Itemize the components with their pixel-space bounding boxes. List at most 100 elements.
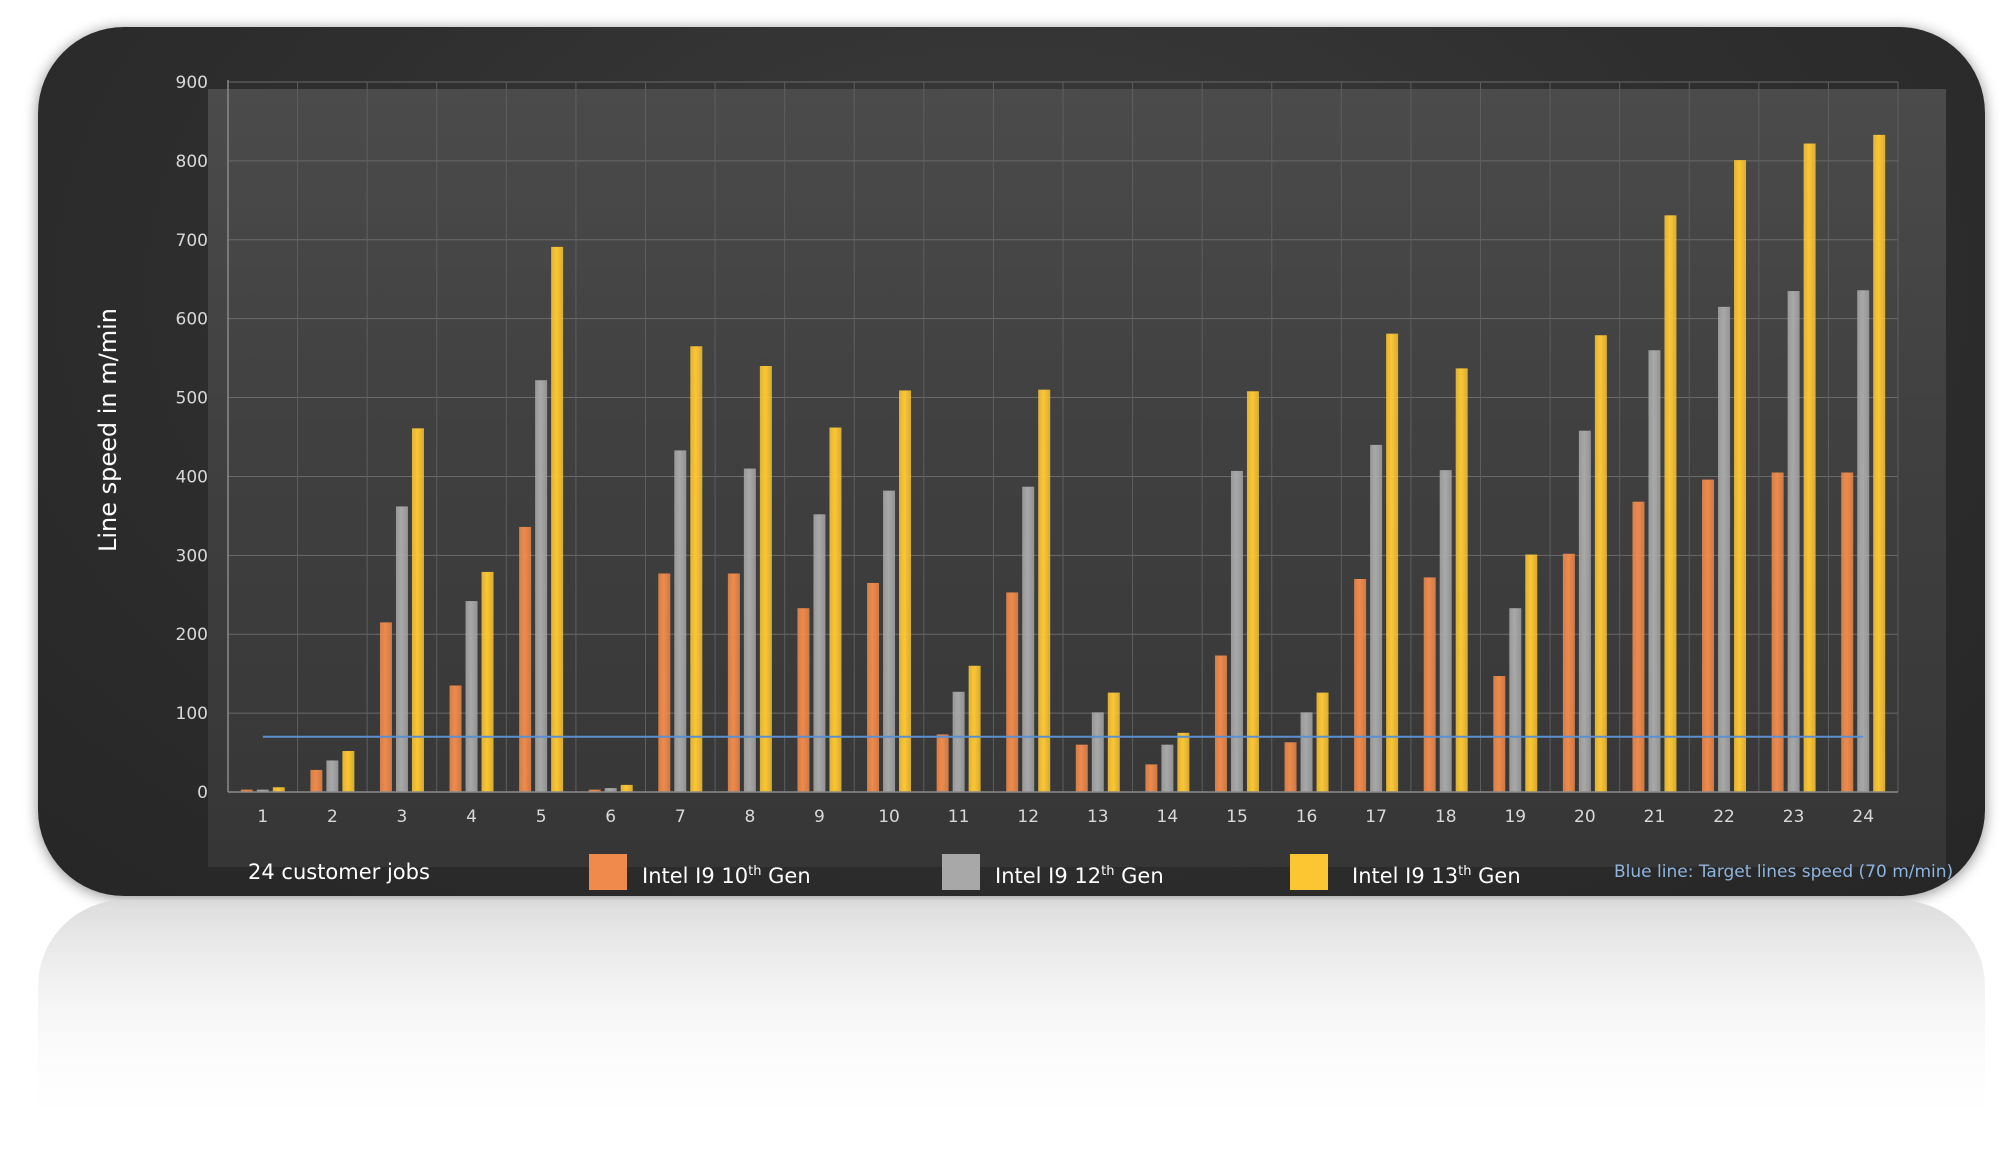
bar-gen12-job-23 bbox=[1787, 291, 1800, 792]
y-tick-label: 200 bbox=[176, 625, 208, 645]
bar-gen12-job-13 bbox=[1091, 712, 1104, 792]
bar-gen10-job-21 bbox=[1632, 501, 1645, 792]
legend: 24 customer jobs Intel I9 10th Gen Intel… bbox=[0, 850, 2012, 894]
bar-gen13-job-11 bbox=[968, 665, 981, 792]
bar-gen10-job-6 bbox=[588, 789, 601, 792]
y-tick-label: 700 bbox=[176, 231, 208, 251]
bar-gen13-job-23 bbox=[1803, 143, 1816, 793]
legend-swatch-gen12 bbox=[942, 854, 980, 890]
x-tick-label: 10 bbox=[878, 807, 900, 827]
bar-gen10-job-17 bbox=[1354, 579, 1367, 792]
x-tick-label: 13 bbox=[1087, 807, 1109, 827]
bar-gen10-job-22 bbox=[1702, 479, 1715, 792]
y-tick-label: 500 bbox=[176, 389, 208, 409]
bar-gen10-job-3 bbox=[379, 622, 392, 792]
bar-gen13-job-24 bbox=[1873, 134, 1886, 792]
bar-gen13-job-17 bbox=[1386, 333, 1399, 792]
x-tick-label: 17 bbox=[1365, 807, 1387, 827]
x-tick-label: 12 bbox=[1017, 807, 1039, 827]
bar-gen13-job-15 bbox=[1246, 391, 1259, 792]
legend-target-note: Blue line: Target lines speed (70 m/min) bbox=[1614, 862, 1954, 882]
x-tick-label: 22 bbox=[1713, 807, 1735, 827]
bar-gen10-job-10 bbox=[867, 582, 880, 792]
legend-jobs-label: 24 customer jobs bbox=[248, 860, 430, 884]
bar-gen12-job-9 bbox=[813, 514, 826, 792]
bar-gen10-job-16 bbox=[1284, 742, 1297, 792]
y-tick-label: 400 bbox=[176, 467, 208, 487]
x-tick-label: 2 bbox=[327, 807, 338, 827]
bar-gen10-job-13 bbox=[1075, 744, 1088, 792]
bar-gen12-job-14 bbox=[1161, 744, 1174, 792]
y-tick-label: 100 bbox=[176, 704, 208, 724]
bar-gen10-job-19 bbox=[1493, 676, 1506, 792]
bar-gen12-job-19 bbox=[1509, 608, 1522, 792]
bar-gen12-job-21 bbox=[1648, 350, 1661, 792]
bar-gen12-job-7 bbox=[674, 450, 687, 792]
bar-gen12-job-1 bbox=[256, 789, 269, 792]
bar-gen13-job-19 bbox=[1525, 554, 1538, 792]
bar-gen13-job-16 bbox=[1316, 692, 1329, 792]
panel-reflection bbox=[38, 900, 1985, 1140]
bar-gen10-job-15 bbox=[1214, 655, 1227, 792]
x-tick-label: 7 bbox=[675, 807, 686, 827]
bar-gen10-job-5 bbox=[519, 526, 532, 792]
x-tick-label: 14 bbox=[1157, 807, 1179, 827]
bar-gen13-job-5 bbox=[551, 246, 564, 792]
y-tick-label: 800 bbox=[176, 152, 208, 172]
grid bbox=[227, 81, 1899, 793]
bar-gen12-job-18 bbox=[1439, 470, 1452, 792]
x-tick-label: 18 bbox=[1435, 807, 1457, 827]
legend-label-gen13: Intel I9 13th Gen bbox=[1352, 864, 1521, 888]
bar-gen12-job-24 bbox=[1857, 290, 1870, 792]
bar-gen10-job-1 bbox=[240, 789, 253, 792]
bar-gen10-job-2 bbox=[310, 769, 323, 792]
bar-gen12-job-3 bbox=[395, 506, 408, 792]
bar-gen12-job-5 bbox=[535, 380, 548, 792]
bar-gen13-job-22 bbox=[1734, 160, 1747, 793]
bar-gen10-job-11 bbox=[936, 734, 949, 792]
y-axis-label-text: Line speed in m/min bbox=[94, 307, 122, 553]
bar-gen10-job-4 bbox=[449, 685, 462, 792]
bar-gen12-job-12 bbox=[1022, 486, 1035, 792]
y-tick-label: 300 bbox=[176, 546, 208, 566]
legend-label-gen10: Intel I9 10th Gen bbox=[642, 864, 811, 888]
bar-gen12-job-22 bbox=[1718, 306, 1731, 792]
y-tick-label: 0 bbox=[197, 783, 208, 803]
bar-gen12-job-6 bbox=[604, 788, 617, 792]
bar-gen13-job-3 bbox=[411, 428, 424, 792]
x-tick-label: 6 bbox=[605, 807, 616, 827]
bar-gen10-job-9 bbox=[797, 608, 810, 792]
bar-gen13-job-4 bbox=[481, 571, 494, 792]
bar-gen12-job-11 bbox=[952, 691, 965, 792]
x-tick-label: 24 bbox=[1852, 807, 1874, 827]
bar-gen12-job-4 bbox=[465, 601, 478, 792]
bar-gen13-job-8 bbox=[759, 366, 772, 792]
bar-gen12-job-15 bbox=[1230, 470, 1243, 792]
bar-gen12-job-17 bbox=[1370, 444, 1383, 792]
x-tick-label: 3 bbox=[397, 807, 408, 827]
bar-gen13-job-14 bbox=[1177, 732, 1190, 792]
x-tick-label: 8 bbox=[744, 807, 755, 827]
bar-gen10-job-20 bbox=[1562, 553, 1575, 792]
bar-gen13-job-1 bbox=[272, 787, 285, 792]
bar-gen12-job-10 bbox=[883, 490, 896, 792]
legend-label-gen12: Intel I9 12th Gen bbox=[995, 864, 1164, 888]
bar-gen13-job-7 bbox=[690, 346, 703, 792]
bars bbox=[240, 134, 1886, 793]
x-tick-label: 19 bbox=[1504, 807, 1526, 827]
bar-gen10-job-24 bbox=[1841, 472, 1854, 792]
bar-gen13-job-9 bbox=[829, 427, 842, 792]
bar-gen13-job-21 bbox=[1664, 215, 1677, 793]
bar-gen13-job-20 bbox=[1594, 335, 1607, 792]
x-tick-label: 15 bbox=[1226, 807, 1248, 827]
x-tick-label: 21 bbox=[1644, 807, 1666, 827]
bar-gen13-job-12 bbox=[1038, 389, 1051, 792]
bar-gen12-job-8 bbox=[743, 468, 756, 792]
legend-swatch-gen10 bbox=[589, 854, 627, 890]
bar-gen13-job-10 bbox=[899, 390, 912, 792]
bar-gen12-job-16 bbox=[1300, 712, 1313, 792]
x-tick-label: 5 bbox=[536, 807, 547, 827]
bar-gen13-job-18 bbox=[1455, 368, 1468, 792]
